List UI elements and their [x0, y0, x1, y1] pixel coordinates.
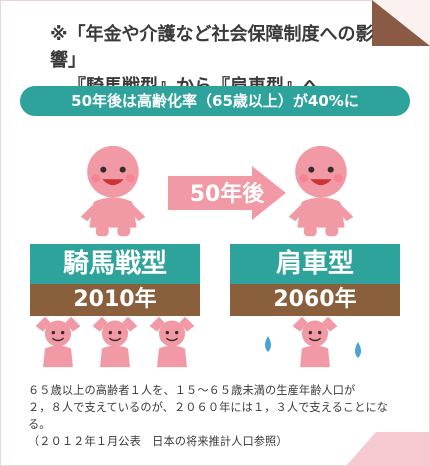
caption: ６５歳以上の高齢者１人を、１５～６５歳未満の生産年齢人口が ２，８人で支えている…: [28, 382, 408, 450]
worker-figure: [34, 316, 82, 368]
caption-line-3: （２０１２年１月公表 日本の将来推計人口参照）: [28, 435, 288, 448]
headline-banner: 50年後は高齢化率（65歳以上）が40%に: [20, 86, 410, 116]
caption-line-1: ６５歳以上の高齢者１人を、１５～６５歳未満の生産年齢人口が: [28, 384, 356, 397]
sweat-drop-icon: [355, 342, 361, 358]
arrow-label: 50年後: [189, 182, 265, 207]
worker-figure: [291, 316, 339, 368]
sweat-drop-icon: [265, 336, 271, 352]
worker-figure: [148, 316, 196, 368]
elderly-person-figure-right: [288, 145, 354, 237]
right-panel-year: 2060年: [230, 284, 400, 316]
right-panel-type: 肩車型: [230, 244, 400, 284]
worker-figure: [91, 316, 139, 368]
left-panel-type: 騎馬戦型: [30, 244, 200, 284]
right-panel: 肩車型 2060年: [230, 244, 400, 316]
left-panel-year: 2010年: [30, 284, 200, 316]
caption-line-2: ２，８人で支えているのが、２０６０年には１，３人で支えることになる。: [28, 401, 389, 431]
right-arrow-icon: [168, 166, 286, 220]
left-panel: 騎馬戦型 2010年: [30, 244, 200, 316]
title-line-1: ※「年金や介護など社会保障制度への影響」: [50, 24, 374, 71]
elderly-person-figure-left: [80, 145, 146, 237]
